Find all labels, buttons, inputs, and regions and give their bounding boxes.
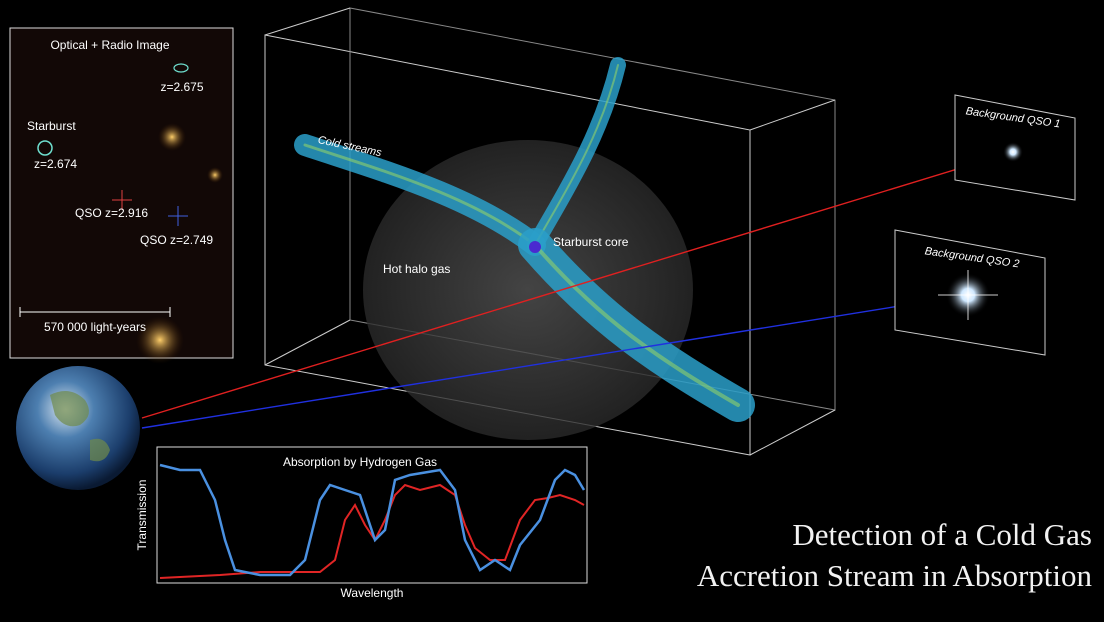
inset-label: QSO z=2.749 <box>140 233 213 247</box>
inset-label: Starburst <box>27 119 76 133</box>
scale-bar <box>19 307 171 317</box>
scale-label: 570 000 light-years <box>44 320 146 334</box>
spectrum-qso1 <box>159 483 585 579</box>
galaxy <box>136 316 184 364</box>
x-axis-label: Wavelength <box>341 586 404 600</box>
cold-streams <box>294 57 755 422</box>
galaxy <box>207 167 223 183</box>
spectrum-frame <box>156 446 588 584</box>
qso-marker <box>168 206 188 226</box>
inset-panel: Optical + Radio Image z=2.675 Starburst … <box>9 27 234 364</box>
stream <box>303 143 537 247</box>
box-edges <box>264 7 836 456</box>
radio-contour <box>37 140 53 156</box>
qso1-star <box>1003 142 1023 162</box>
qso2-spikes <box>938 270 998 320</box>
continents <box>50 391 110 462</box>
inset-title: Optical + Radio Image <box>50 38 169 52</box>
y-axis-label: Transmission <box>135 480 149 551</box>
halo-label: Hot halo gas <box>383 262 450 276</box>
inset-label: z=2.675 <box>160 80 203 94</box>
hot-halo <box>363 140 693 440</box>
caption-line: Detection of a Cold Gas <box>792 517 1092 552</box>
starburst-core <box>529 241 541 253</box>
stream <box>533 243 740 407</box>
earth <box>16 366 140 490</box>
spectrum-title: Absorption by Hydrogen Gas <box>283 455 437 469</box>
halo-box <box>264 7 836 456</box>
inset-label: QSO z=2.916 <box>75 206 148 220</box>
radio-contour <box>173 63 189 73</box>
core-label: Starburst core <box>553 235 629 249</box>
galaxy <box>158 123 186 151</box>
caption-line: Accretion Stream in Absorption <box>697 558 1093 593</box>
sightline-qso2 <box>141 294 969 429</box>
sightline-qso1 <box>141 151 1014 419</box>
spectrum-panel: Absorption by Hydrogen Gas Transmission … <box>135 446 588 600</box>
spectrum-qso2 <box>159 463 586 577</box>
qso-marker <box>112 190 132 210</box>
stream <box>534 64 619 246</box>
inset-label: z=2.674 <box>34 157 77 171</box>
